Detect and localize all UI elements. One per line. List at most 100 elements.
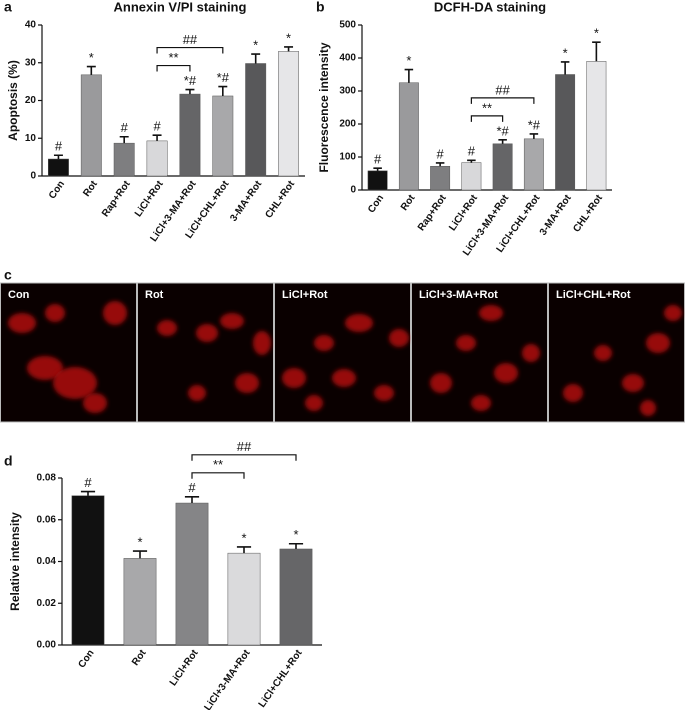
significance-mark: * xyxy=(253,38,258,53)
bracket-label: ** xyxy=(168,50,178,65)
significance-mark: * xyxy=(137,535,142,550)
error-bar xyxy=(284,46,294,52)
significance-bracket xyxy=(156,64,191,72)
bar xyxy=(212,95,234,177)
significance-mark: # xyxy=(374,152,382,167)
y-axis-label: Apoptosis (%) xyxy=(6,60,20,141)
significance-mark: # xyxy=(153,119,161,134)
bar xyxy=(113,142,135,177)
cell xyxy=(235,373,259,393)
bracket-label: ## xyxy=(495,82,510,97)
panel-label: c xyxy=(4,267,12,283)
cell xyxy=(45,304,65,322)
error-bar xyxy=(236,546,252,554)
bar xyxy=(227,552,261,646)
cell xyxy=(332,369,356,387)
error-bar xyxy=(560,61,570,75)
bar xyxy=(278,51,300,177)
x-tick-label: 3-MA+Rot xyxy=(228,178,264,223)
cell xyxy=(646,333,670,353)
image-label: LiCl+Rot xyxy=(282,289,328,301)
significance-mark: * xyxy=(293,527,298,542)
y-tick-label: 0 xyxy=(30,171,36,182)
error-bar xyxy=(404,68,414,83)
bar xyxy=(179,93,201,177)
cell xyxy=(345,314,373,332)
image-label: Rot xyxy=(145,289,164,301)
cell xyxy=(374,385,394,401)
y-tick-label: 0.02 xyxy=(37,598,57,609)
cell xyxy=(314,335,334,351)
error-bar xyxy=(184,495,200,504)
bracket-label: ** xyxy=(482,100,492,115)
significance-mark: # xyxy=(55,139,63,154)
chart-title: Annexin V/PI staining xyxy=(114,0,247,14)
cell xyxy=(83,393,107,413)
cell xyxy=(196,324,218,342)
bar xyxy=(175,502,209,646)
significance-mark: * xyxy=(241,530,246,545)
y-tick-label: 200 xyxy=(339,119,356,130)
significance-mark: * xyxy=(286,30,291,45)
cell xyxy=(456,335,476,351)
x-tick-label: LiCl+Rot xyxy=(447,192,480,233)
cell xyxy=(664,305,682,321)
cell xyxy=(305,395,323,411)
y-tick-label: 0.00 xyxy=(37,640,57,651)
y-axis-label: Relative intensity xyxy=(8,512,22,611)
y-tick-label: 0.08 xyxy=(37,473,57,484)
bar xyxy=(123,558,157,646)
x-tick-label: LiCl+Rot xyxy=(168,647,201,688)
bar xyxy=(47,158,69,177)
micrograph xyxy=(274,282,411,423)
error-bar xyxy=(467,159,476,163)
cell xyxy=(479,305,503,321)
error-bar xyxy=(251,53,261,64)
error-bar xyxy=(86,65,96,75)
panel-label: b xyxy=(316,0,325,15)
bracket-label: ## xyxy=(237,439,252,454)
chart-title: DCFH-DA staining xyxy=(434,0,546,14)
bar xyxy=(71,495,105,646)
cell xyxy=(157,320,177,336)
image-label: Con xyxy=(8,289,30,301)
x-tick-label: Rap+Rot xyxy=(416,192,449,233)
cell xyxy=(27,356,63,380)
y-tick-label: 30 xyxy=(25,57,37,68)
significance-bracket xyxy=(191,454,297,461)
bar xyxy=(146,140,168,177)
significance-bracket xyxy=(470,115,504,122)
significance-mark: * xyxy=(406,53,411,68)
y-tick-label: 0.04 xyxy=(37,556,57,567)
x-tick-label: CHL+Rot xyxy=(263,178,297,220)
cell xyxy=(594,345,612,361)
bar xyxy=(492,143,513,191)
micrograph xyxy=(137,282,274,423)
significance-mark: # xyxy=(188,480,196,495)
x-tick-label: LiCl+Rot xyxy=(133,178,166,219)
error-bar xyxy=(152,134,162,141)
significance-mark: # xyxy=(121,120,129,135)
significance-mark: *# xyxy=(528,117,541,132)
x-tick-label: Con xyxy=(76,648,96,670)
y-tick-label: 20 xyxy=(25,95,37,106)
significance-mark: * xyxy=(563,45,568,60)
x-tick-label: Rot xyxy=(130,647,149,668)
x-tick-label: 3-MA+Rot xyxy=(538,192,574,237)
y-tick-label: 300 xyxy=(339,86,356,97)
significance-mark: # xyxy=(84,475,92,490)
y-tick-label: 0 xyxy=(350,185,356,196)
bracket-label: ## xyxy=(183,32,198,47)
cell xyxy=(389,329,409,347)
cell xyxy=(563,384,583,402)
error-bar xyxy=(435,162,445,167)
cell xyxy=(622,374,644,392)
error-bar xyxy=(373,167,382,171)
significance-mark: # xyxy=(437,146,445,161)
x-tick-label: Rot xyxy=(399,192,418,213)
bracket-label: ** xyxy=(213,457,223,472)
y-tick-label: 400 xyxy=(339,53,356,64)
image-label: LiCl+3-MA+Rot xyxy=(419,289,498,301)
y-tick-label: 0.06 xyxy=(37,514,57,525)
error-bar xyxy=(218,85,228,96)
